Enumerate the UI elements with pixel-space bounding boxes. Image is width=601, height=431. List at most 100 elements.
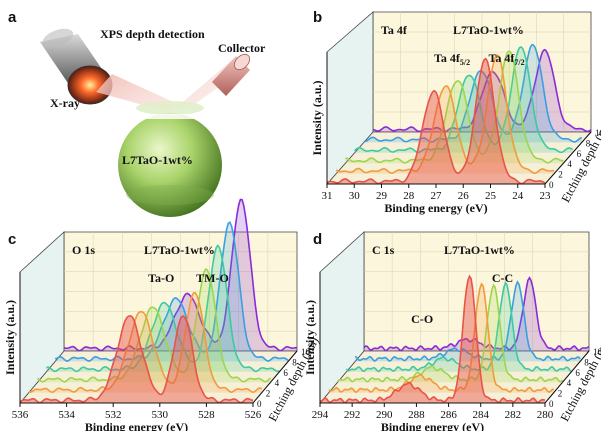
xray-label: X-ray	[50, 96, 80, 110]
series-fill-depth-10	[373, 49, 591, 133]
peak-annotation: C-O	[411, 312, 433, 326]
x-axis-label: Binding energy (eV)	[381, 420, 484, 431]
series-line-depth-8	[363, 43, 583, 143]
x-tick-label: 294	[312, 409, 329, 421]
spectrum-title: O 1s	[72, 243, 95, 257]
x-tick-label: 25	[485, 190, 497, 202]
x-tick-label: 532	[105, 409, 122, 421]
series-line-depth-6	[46, 244, 280, 373]
sample-sphere-icon	[118, 101, 222, 217]
depth-axis	[544, 350, 590, 404]
x-tick-label: 23	[540, 190, 552, 202]
xray-tube-icon	[40, 28, 113, 105]
series-fill-depth-0	[20, 315, 253, 403]
x-tick-label: 284	[472, 409, 489, 421]
x-tick-label: 292	[344, 409, 361, 421]
series-fill-depth-8	[355, 281, 581, 362]
series-line-depth-0	[19, 314, 254, 404]
x-tick-label: 290	[376, 409, 393, 421]
sample-name: L7TaO-1wt%	[453, 23, 524, 37]
x-tick-label: 282	[505, 409, 522, 421]
xps-depth-title: XPS depth detection	[100, 27, 205, 41]
peak-annotation: C-C	[492, 271, 513, 285]
x-tick-label: 286	[440, 409, 457, 421]
y-axis-label: Intensity (a.u.)	[303, 300, 317, 375]
y-axis-label: Intensity (a.u.)	[310, 80, 324, 155]
sample-name: L7TaO-1wt%	[144, 243, 215, 257]
x-tick-label: 526	[245, 409, 262, 421]
peak-annotation: TM-O	[196, 271, 229, 285]
series-line-depth-10	[372, 48, 592, 133]
depth-tick-label: 2	[558, 170, 563, 180]
x-axis-label: Binding energy (eV)	[384, 201, 487, 215]
x-tick-label: 31	[322, 190, 333, 202]
x-tick-label: 536	[12, 409, 29, 421]
depth-tick-label: 4	[567, 159, 572, 169]
series-fill-depth-4	[345, 51, 564, 164]
depth-tick-label: 2	[558, 389, 563, 399]
series-line-depth-4	[337, 283, 564, 383]
x-tick-label: 280	[537, 409, 554, 421]
depth-tick-label: 8	[292, 357, 297, 367]
series-line-depth-4	[37, 268, 272, 383]
series-line-depth-2	[28, 292, 263, 394]
x-tick-label: 27	[431, 190, 443, 202]
depth-tick-label: 8	[584, 357, 589, 367]
series-line-depth-0	[326, 57, 546, 185]
series-line-depth-8	[54, 221, 289, 362]
series-line-depth-0	[320, 274, 546, 404]
panel-letter-d: d	[313, 231, 322, 248]
series-fill-depth-4	[37, 269, 271, 383]
x-tick-label: 30	[349, 190, 361, 202]
panel-letter-a: a	[8, 9, 17, 26]
panel-a-schematic: a XPS depth detection Collector X-ray L7…	[8, 9, 266, 217]
collector-label: Collector	[218, 41, 266, 55]
x-tick-label: 26	[458, 190, 470, 202]
x-tick-label: 528	[198, 409, 215, 421]
depth-tick-label: 10	[301, 347, 311, 357]
sample-label: L7TaO-1wt%	[122, 153, 193, 167]
depth-tick-label: 4	[567, 378, 572, 388]
depth-tick-label: 0	[549, 399, 554, 409]
depth-tick-label: 2	[266, 389, 271, 399]
series-line-depth-4	[345, 50, 564, 164]
series-line-depth-6	[354, 46, 573, 154]
x-tick-label: 530	[152, 409, 169, 421]
series-line-depth-10	[63, 198, 298, 352]
series-fill-depth-0	[327, 58, 545, 185]
y-axis-label: Intensity (a.u.)	[3, 300, 17, 375]
depth-tick-label: 0	[257, 399, 262, 409]
sample-name: L7TaO-1wt%	[444, 243, 515, 257]
chart-panel-b: b3130292827262524230246810Binding energy…	[310, 9, 601, 215]
panel-letter-b: b	[313, 9, 322, 26]
depth-tick-label: 0	[549, 180, 554, 190]
depth-tick-label: 6	[575, 368, 580, 378]
depth-tick-label: 8	[586, 138, 591, 148]
depth-tick-label: 10	[595, 128, 601, 138]
series-line-depth-2	[335, 54, 555, 175]
depth-tick-label: 4	[275, 378, 280, 388]
depth-axis	[252, 350, 298, 404]
series-fill-depth-2	[28, 292, 262, 393]
series-fill-depth-6	[46, 245, 280, 372]
depth-tick-label: 10	[593, 347, 601, 357]
x-tick-label: 534	[58, 409, 75, 421]
series-fill-depth-8	[55, 222, 289, 362]
collector-icon	[176, 53, 251, 108]
depth-tick-label: 6	[283, 368, 288, 378]
series-line-depth-2	[328, 282, 555, 394]
series-fill-depth-6	[354, 47, 573, 153]
x-tick-label: 24	[512, 190, 524, 202]
series-fill-depth-10	[64, 199, 297, 351]
peak-annotation: Ta-O	[148, 271, 174, 285]
depth-axis	[544, 131, 592, 185]
panel-letter-c: c	[8, 231, 16, 248]
x-tick-label: 29	[376, 190, 388, 202]
depth-tick-label: 6	[577, 149, 582, 159]
x-axis-label: Binding energy (eV)	[85, 420, 188, 431]
series-fill-depth-10	[364, 277, 589, 351]
spectrum-title: C 1s	[372, 243, 395, 257]
spectrum-title: Ta 4f	[381, 23, 408, 37]
